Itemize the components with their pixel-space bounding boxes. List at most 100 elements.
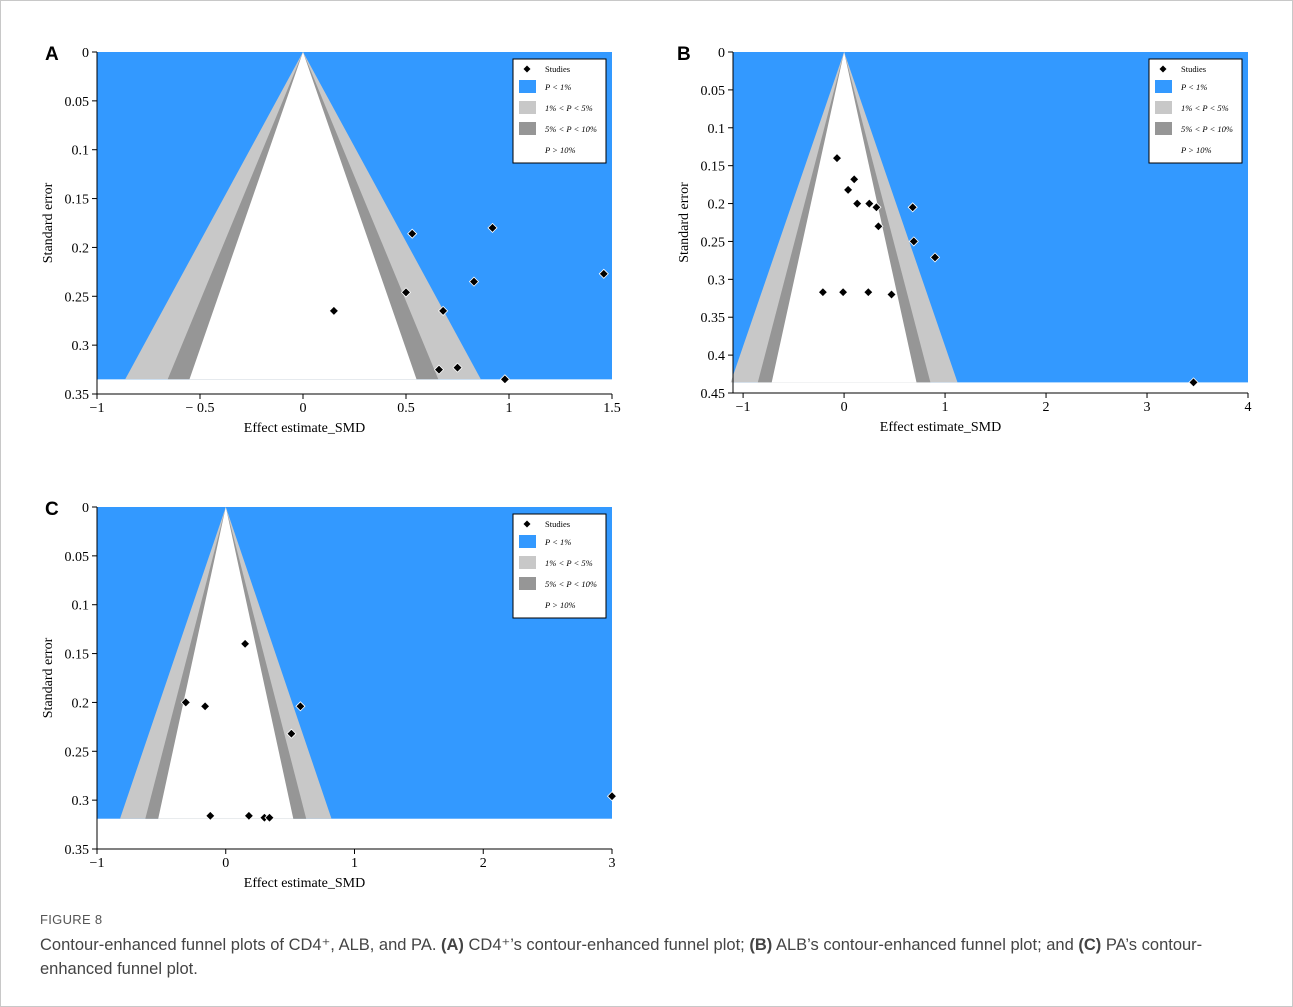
y-tick-label: 0.25 bbox=[65, 290, 90, 305]
study-point bbox=[452, 362, 463, 373]
study-point bbox=[831, 153, 843, 164]
study-point bbox=[400, 287, 412, 298]
study-point bbox=[606, 791, 618, 802]
y-tick-label: 0.25 bbox=[65, 745, 90, 760]
y-tick-label: 0.1 bbox=[72, 144, 90, 159]
study-point bbox=[852, 198, 863, 209]
caption-c-label: (C) bbox=[1078, 936, 1102, 954]
figure-label: FIGURE 8 bbox=[40, 912, 103, 927]
study-point bbox=[849, 174, 860, 185]
caption-a-label: (A) bbox=[441, 936, 464, 954]
legend-swatch bbox=[519, 577, 536, 590]
region-p-above-10 bbox=[189, 52, 417, 380]
study-point bbox=[871, 202, 882, 213]
y-tick-label: 0.2 bbox=[708, 198, 726, 213]
panel-label: B bbox=[677, 44, 691, 65]
x-tick-label: 1.5 bbox=[603, 401, 621, 416]
study-point bbox=[908, 236, 919, 247]
x-tick-label: 0 bbox=[841, 400, 848, 415]
study-point bbox=[598, 268, 609, 279]
legend-swatch bbox=[519, 556, 536, 569]
x-axis-label: Effect estimate_SMD bbox=[880, 420, 1001, 435]
caption-intro: Contour-enhanced funnel plots of CD4⁺, A… bbox=[40, 936, 437, 954]
legend-label: P > 10% bbox=[544, 600, 576, 610]
region-p-above-10 bbox=[771, 52, 917, 383]
y-tick-label: 0.3 bbox=[708, 273, 726, 288]
study-point bbox=[1188, 377, 1199, 388]
study-point bbox=[886, 289, 897, 300]
y-tick-label: 0.05 bbox=[701, 84, 726, 99]
legend-swatch bbox=[519, 535, 536, 548]
funnel-plot-b: 0 0.05 0.1 0.15 0.2 0.25 0.3 0.35 0.4 0.45 −1 0 1 2 3 4… bbox=[677, 44, 1252, 435]
study-point bbox=[286, 728, 297, 739]
study-point bbox=[438, 305, 449, 316]
y-tick-label: 0.4 bbox=[708, 349, 726, 364]
legend-marker-diamond bbox=[1159, 65, 1167, 73]
study-point bbox=[873, 221, 884, 232]
y-tick-label: 0.35 bbox=[65, 843, 90, 858]
legend-label: Studies bbox=[545, 519, 570, 529]
x-tick-label: 0.5 bbox=[397, 401, 415, 416]
study-point bbox=[328, 305, 339, 316]
legend-label: Studies bbox=[545, 64, 570, 74]
x-tick-label: 0 bbox=[222, 856, 229, 871]
legend-swatch bbox=[1155, 101, 1172, 114]
caption-c-text: PA’s contour-enhanced funnel plot. bbox=[40, 936, 1203, 978]
x-tick-label: −1 bbox=[736, 400, 751, 415]
legend-marker-diamond bbox=[523, 65, 531, 73]
x-tick-label: 0 bbox=[300, 401, 307, 416]
legend-marker-diamond bbox=[523, 520, 531, 528]
y-axis-label: Standard error bbox=[41, 182, 56, 263]
panel-label: A bbox=[45, 44, 59, 65]
x-tick-label: 1 bbox=[351, 856, 358, 871]
legend: Studies P < 1% 1% < P < 5% 5% < P < 10% P > … bbox=[512, 513, 607, 619]
study-point bbox=[487, 222, 498, 233]
x-tick-label: 3 bbox=[609, 856, 616, 871]
x-tick-label: −1 bbox=[90, 401, 105, 416]
study-point bbox=[200, 701, 211, 712]
legend-swatch bbox=[519, 122, 536, 135]
x-tick-label: −1 bbox=[90, 856, 105, 871]
study-point bbox=[468, 276, 480, 287]
study-point bbox=[864, 198, 875, 209]
x-axis-label: Effect estimate_SMD bbox=[244, 876, 365, 891]
legend-label: 5% < P < 10% bbox=[545, 124, 597, 134]
y-tick-label: 0.05 bbox=[65, 550, 90, 565]
x-tick-label: 3 bbox=[1144, 400, 1151, 415]
y-tick-label: 0.15 bbox=[65, 648, 90, 663]
x-tick-label: 2 bbox=[1043, 400, 1050, 415]
y-tick-label: 0.05 bbox=[65, 95, 90, 110]
legend-label: P > 10% bbox=[1180, 145, 1212, 155]
x-axis-label: Effect estimate_SMD bbox=[244, 421, 365, 436]
study-point bbox=[243, 810, 254, 821]
legend-label: 1% < P < 5% bbox=[545, 558, 593, 568]
y-tick-label: 0 bbox=[82, 501, 89, 516]
study-point bbox=[907, 202, 918, 213]
legend-swatch bbox=[519, 80, 536, 93]
legend-label: 5% < P < 10% bbox=[545, 579, 597, 589]
x-tick-label: 4 bbox=[1245, 400, 1252, 415]
y-tick-label: 0.3 bbox=[72, 339, 90, 354]
figure-caption: FIGURE 8 Contour-enhanced funnel plots o… bbox=[40, 912, 1265, 981]
study-point bbox=[240, 638, 251, 649]
study-point bbox=[433, 364, 445, 375]
legend-label: 5% < P < 10% bbox=[1181, 124, 1233, 134]
study-point bbox=[929, 252, 941, 263]
study-point bbox=[205, 810, 216, 821]
region-p-above-10 bbox=[158, 507, 294, 819]
study-point bbox=[817, 287, 828, 298]
x-tick-label: 2 bbox=[480, 856, 487, 871]
study-point bbox=[407, 228, 418, 239]
legend-label: P < 1% bbox=[544, 82, 571, 92]
funnel-plot-a: 0 0.05 0.1 0.15 0.2 0.25 0.3 0.35−1 − 0.5 0 0.5 1 1.… bbox=[41, 44, 621, 436]
study-point bbox=[843, 184, 854, 195]
legend-label: P < 1% bbox=[544, 537, 571, 547]
y-tick-label: 0.3 bbox=[72, 794, 90, 809]
legend-swatch bbox=[1155, 80, 1172, 93]
y-tick-label: 0.15 bbox=[65, 193, 90, 208]
y-tick-label: 0.25 bbox=[701, 235, 726, 250]
y-axis-label: Standard error bbox=[677, 182, 692, 263]
legend-label: Studies bbox=[1181, 64, 1206, 74]
y-tick-label: 0.45 bbox=[701, 387, 726, 402]
figure-caption-text: Contour-enhanced funnel plots of CD4⁺, A… bbox=[40, 933, 1265, 981]
